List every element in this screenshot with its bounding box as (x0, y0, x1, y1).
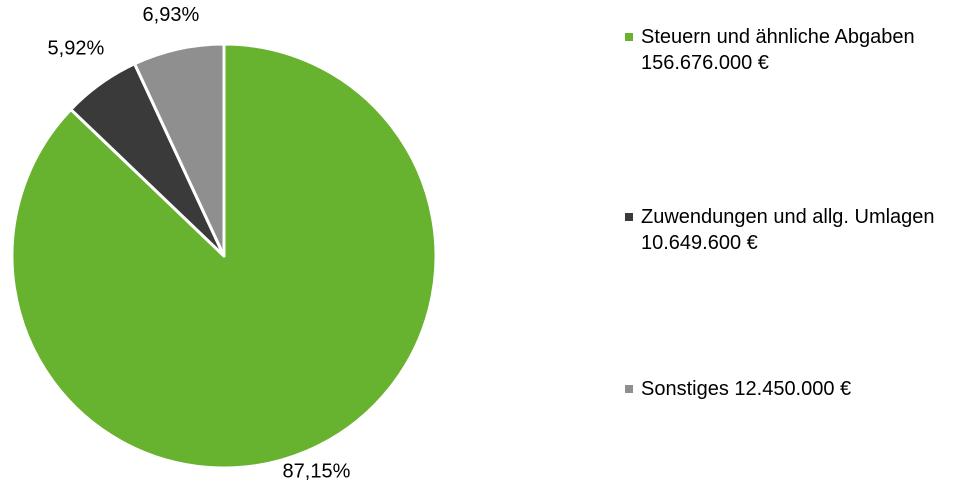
data-label: 5,92% (48, 37, 105, 59)
legend-label: Steuern und ähnliche Abgaben 156.676.000… (641, 26, 915, 74)
legend-swatch (625, 213, 633, 221)
legend-swatch (625, 33, 633, 41)
data-label: 6,93% (143, 4, 200, 26)
legend-item: Zuwendungen und allg. Umlagen 10.649.600… (625, 204, 970, 256)
legend-label: Zuwendungen und allg. Umlagen 10.649.600… (641, 206, 935, 254)
legend-item: Steuern und ähnliche Abgaben 156.676.000… (625, 24, 970, 76)
pie-slice (133, 42, 226, 258)
legend-swatch (625, 385, 633, 393)
legend-item: Sonstiges 12.450.000 € (625, 376, 970, 402)
data-label: 87,15% (283, 461, 351, 483)
legend-label: Sonstiges 12.450.000 € (641, 378, 852, 400)
